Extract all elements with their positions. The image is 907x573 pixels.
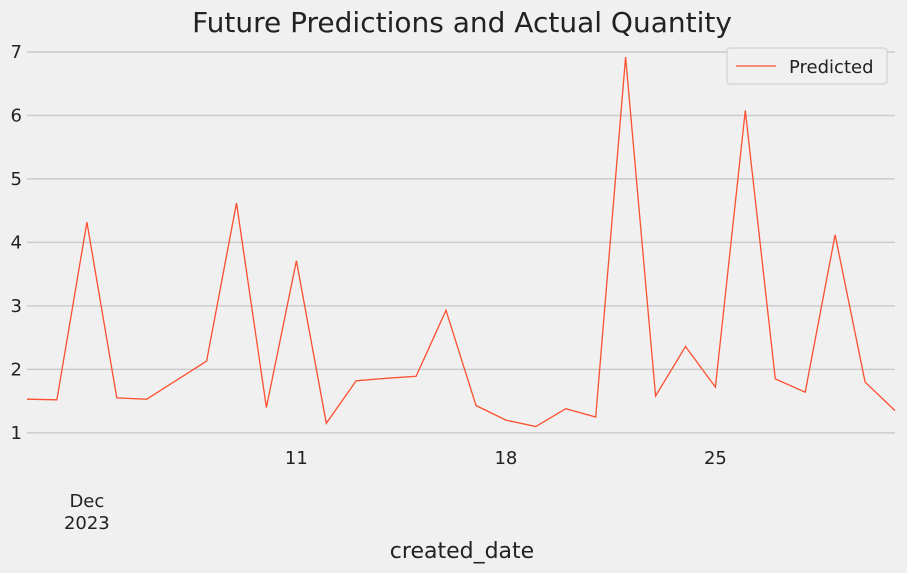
y-tick-label: 7 xyxy=(11,42,22,63)
x-tick-label: 11 xyxy=(284,448,308,469)
y-tick-label: 6 xyxy=(11,105,22,126)
y-tick-label: 2 xyxy=(11,359,22,380)
x-tick-label: 18 xyxy=(494,448,518,469)
y-tick-label: 3 xyxy=(11,296,22,317)
chart-title: Future Predictions and Actual Quantity xyxy=(192,6,732,39)
y-tick-label: 1 xyxy=(11,423,22,444)
x-tick-label: 25 xyxy=(703,448,727,469)
y-tick-label: 4 xyxy=(11,232,22,253)
legend-box xyxy=(726,47,888,85)
y-tick-label: 5 xyxy=(11,169,22,190)
line xyxy=(26,56,896,428)
legend-label: Predicted xyxy=(789,57,874,78)
x-tick-label: Dec 2023 xyxy=(63,491,110,534)
x-axis-label: created_date xyxy=(390,539,534,564)
